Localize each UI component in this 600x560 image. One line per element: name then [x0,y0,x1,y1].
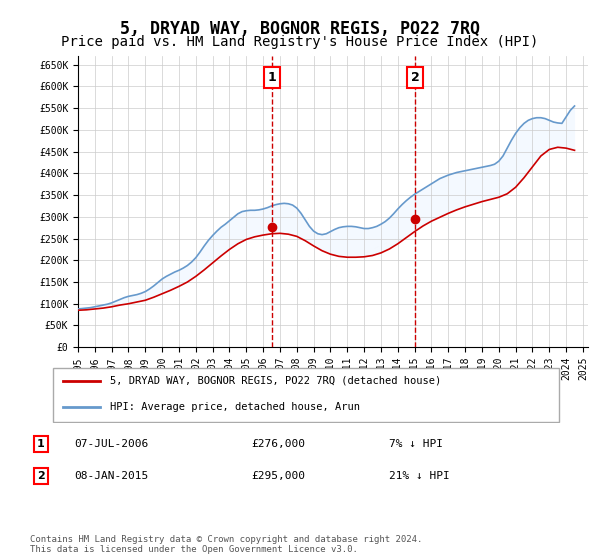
Text: £276,000: £276,000 [251,439,305,449]
Text: HPI: Average price, detached house, Arun: HPI: Average price, detached house, Arun [110,402,360,412]
FancyBboxPatch shape [53,368,559,422]
Text: 2: 2 [37,471,45,481]
Text: 5, DRYAD WAY, BOGNOR REGIS, PO22 7RQ (detached house): 5, DRYAD WAY, BOGNOR REGIS, PO22 7RQ (de… [110,376,441,386]
Text: 1: 1 [37,439,45,449]
Text: 08-JAN-2015: 08-JAN-2015 [74,471,148,481]
Text: 07-JUL-2006: 07-JUL-2006 [74,439,148,449]
Text: 1: 1 [268,71,276,84]
Text: 7% ↓ HPI: 7% ↓ HPI [389,439,443,449]
Text: 5, DRYAD WAY, BOGNOR REGIS, PO22 7RQ: 5, DRYAD WAY, BOGNOR REGIS, PO22 7RQ [120,20,480,38]
Text: Contains HM Land Registry data © Crown copyright and database right 2024.
This d: Contains HM Land Registry data © Crown c… [30,535,422,554]
Text: £295,000: £295,000 [251,471,305,481]
Text: 2: 2 [411,71,419,84]
Text: 21% ↓ HPI: 21% ↓ HPI [389,471,449,481]
Text: Price paid vs. HM Land Registry's House Price Index (HPI): Price paid vs. HM Land Registry's House … [61,35,539,49]
